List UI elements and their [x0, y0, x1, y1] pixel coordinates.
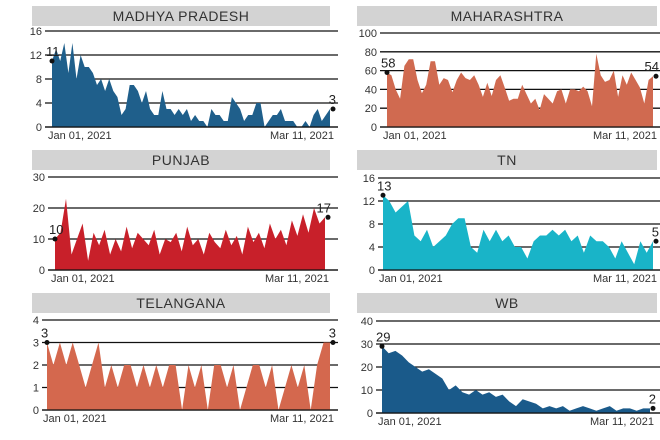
y-tick-label: 0	[371, 122, 377, 134]
area-series	[382, 346, 650, 413]
last-value-label: 3	[329, 92, 336, 107]
x-end-label: Mar 11, 2021	[265, 273, 329, 285]
y-tick-label: 0	[33, 405, 39, 417]
y-tick-label: 20	[33, 203, 45, 215]
y-tick-label: 30	[33, 172, 45, 184]
first-point-marker	[44, 340, 50, 345]
y-tick-label: 40	[361, 316, 373, 328]
x-start-label: Jan 01, 2021	[383, 130, 447, 142]
last-value-label: 5	[652, 224, 659, 239]
first-value-label: 13	[377, 178, 391, 193]
y-tick-label: 80	[365, 47, 377, 59]
y-tick-label: 100	[359, 28, 377, 40]
chart-title-bar	[32, 150, 330, 170]
y-tick-label: 0	[369, 265, 375, 277]
first-value-label: 3	[41, 326, 48, 341]
first-value-label: 58	[381, 55, 395, 70]
chart-title: WB	[495, 295, 519, 311]
y-tick-label: 4	[369, 242, 375, 254]
y-tick-label: 8	[369, 219, 375, 231]
chart-title: TN	[497, 152, 517, 168]
x-start-label: Jan 01, 2021	[379, 273, 443, 285]
last-point-marker	[330, 340, 336, 345]
last-point-marker	[653, 73, 659, 79]
area-series	[47, 342, 330, 410]
chart-panel-madhya-pradesh: MADHYA PRADESH 0 4 8 12 16 Jan 01, 2021 Mar 11,…	[30, 6, 338, 142]
chart-title-bar	[357, 150, 657, 170]
y-tick-label: 12	[30, 50, 42, 62]
first-value-label: 29	[376, 329, 390, 344]
y-tick-label: 20	[361, 362, 373, 374]
y-tick-label: 0	[39, 265, 45, 277]
last-point-marker	[330, 106, 336, 112]
y-tick-label: 3	[33, 338, 39, 350]
first-point-marker	[380, 192, 386, 198]
y-tick-label: 60	[365, 66, 377, 78]
y-tick-label: 10	[33, 234, 45, 246]
last-value-label: 17	[317, 200, 331, 215]
chart-panel-maharashtra: MAHARASHTRA 0 20 40 60 80 100 Jan 01, 2021 Mar 1…	[357, 6, 660, 142]
x-start-label: Jan 01, 2021	[48, 130, 112, 142]
y-tick-label: 0	[36, 122, 42, 134]
area-series	[387, 53, 653, 128]
y-tick-label: 8	[36, 74, 42, 86]
y-tick-label: 16	[363, 173, 375, 185]
last-value-label: 3	[329, 326, 336, 341]
chart-title: MAHARASHTRA	[451, 8, 564, 24]
y-tick-label: 10	[361, 385, 373, 397]
y-tick-label: 0	[367, 408, 373, 420]
y-tick-label: 4	[36, 98, 42, 110]
chart-panel-punjab: PUNJAB 0 10 20 30 Jan 01, 2021 Mar 11, 2021 10 1…	[32, 150, 338, 285]
area-series	[383, 195, 653, 270]
x-end-label: Mar 11, 2021	[593, 273, 657, 285]
first-value-label: 10	[49, 222, 63, 237]
x-end-label: Mar 11, 2021	[590, 416, 654, 428]
last-point-marker	[653, 238, 659, 244]
x-start-label: Jan 01, 2021	[43, 413, 107, 425]
y-tick-label: 2	[33, 360, 39, 372]
chart-title: TELANGANA	[136, 295, 225, 311]
chart-panel-tn: TN 0 4 8 12 16 Jan 01, 2021 Mar 11, 2021 13 5	[357, 150, 660, 285]
last-value-label: 2	[649, 391, 656, 406]
area-series	[52, 43, 330, 127]
chart-title: MADHYA PRADESH	[113, 8, 250, 24]
y-tick-label: 16	[30, 26, 42, 38]
x-end-label: Mar 11, 2021	[270, 413, 334, 425]
chart-panel-wb: WB 0 10 20 30 40 Jan 01, 2021 Mar 11, 2021 29 2	[357, 293, 660, 428]
x-end-label: Mar 11, 2021	[593, 130, 657, 142]
chart-title-bar	[32, 6, 330, 26]
area-series	[55, 198, 325, 270]
first-point-marker	[379, 343, 385, 349]
y-tick-label: 1	[33, 383, 39, 395]
y-tick-label: 20	[365, 103, 377, 115]
first-value-label: 11	[46, 44, 60, 59]
first-point-marker	[52, 236, 58, 242]
y-tick-label: 40	[365, 84, 377, 96]
y-tick-label: 12	[363, 196, 375, 208]
chart-title-bar	[357, 293, 657, 313]
y-tick-label: 30	[361, 339, 373, 351]
first-point-marker	[384, 69, 390, 75]
last-value-label: 54	[645, 59, 659, 74]
x-end-label: Mar 11, 2021	[270, 130, 334, 142]
last-point-marker	[650, 405, 656, 411]
x-start-label: Jan 01, 2021	[51, 273, 115, 285]
x-start-label: Jan 01, 2021	[378, 416, 442, 428]
last-point-marker	[325, 214, 331, 220]
first-point-marker	[49, 58, 55, 64]
chart-title: PUNJAB	[152, 152, 210, 168]
y-tick-label: 4	[33, 315, 39, 327]
chart-title-bar	[32, 293, 330, 313]
chart-title-bar	[357, 6, 657, 26]
